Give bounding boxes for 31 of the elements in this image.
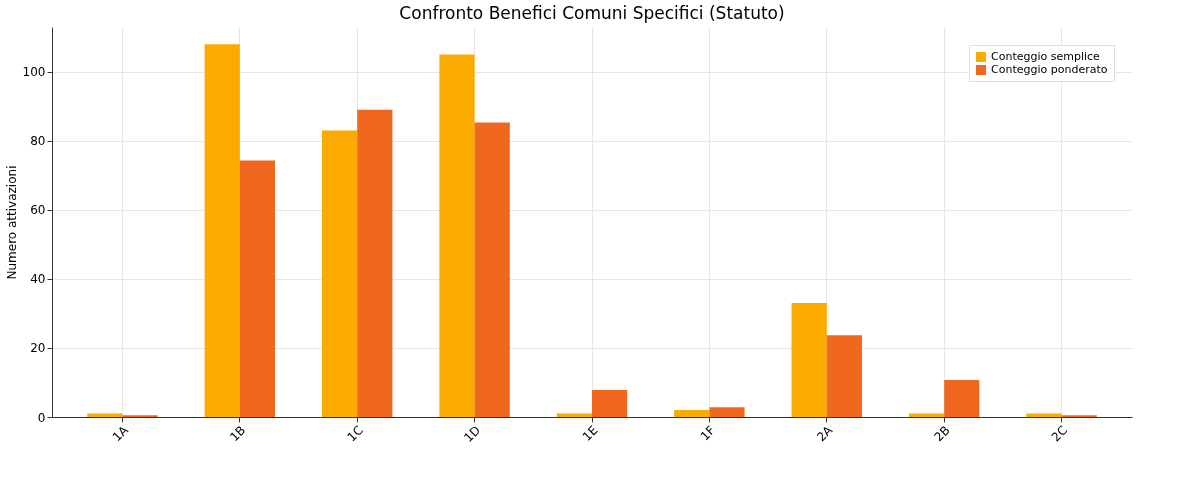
y-tick-label: 40 [30,272,46,287]
y-tick-label: 0 [37,410,46,425]
bar [674,410,710,417]
bar [239,160,276,417]
y-tick-label: 80 [30,134,46,149]
x-tick-label: 1C [344,423,366,445]
bar [439,54,475,417]
y-tick-label: 60 [30,203,46,218]
y-axis-title: Numero attivazioni [4,165,19,280]
bar [474,122,510,417]
x-tick-label: 1D [461,423,484,445]
legend-label: Conteggio ponderato [991,63,1108,76]
legend-label: Conteggio semplice [991,50,1101,63]
bar [204,44,240,417]
x-tick-label: 1E [579,423,601,444]
y-tick-label: 100 [22,65,46,80]
x-tick-label: 1A [109,422,132,445]
bar [592,390,628,417]
x-tick-label: 1F [697,423,718,444]
bar [709,407,745,417]
x-tick-label: 2B [931,423,953,445]
bar [944,380,980,417]
bar [357,109,393,417]
x-tick-label: 2C [1048,423,1071,445]
x-tick-label: 1B [227,423,249,445]
bar [322,130,358,417]
bar [826,335,862,417]
y-tick-label: 20 [30,341,46,356]
chart-title: Confronto Benefici Comuni Specifici (Statuto) [399,3,785,23]
x-tick-label: 2A [814,422,836,445]
bar [791,303,827,417]
